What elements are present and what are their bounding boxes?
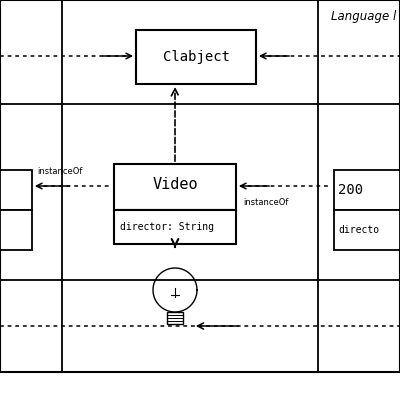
Text: director: String: director: String	[120, 222, 214, 232]
Bar	[167, 312, 183, 324]
Text: Language l: Language l	[331, 10, 396, 23]
Bar	[334, 210, 400, 250]
Text: Video: Video	[152, 177, 198, 192]
Bar	[136, 30, 256, 84]
Bar	[0, 210, 32, 250]
Bar	[114, 164, 236, 210]
Text: 200: 200	[338, 183, 363, 197]
Text: Clabject: Clabject	[162, 50, 230, 64]
Bar	[0, 170, 32, 210]
Text: directo: directo	[338, 225, 379, 235]
Bar	[334, 170, 400, 210]
Bar	[114, 210, 236, 244]
Text: instanceOf: instanceOf	[37, 167, 83, 176]
Text: instanceOf: instanceOf	[243, 198, 289, 207]
